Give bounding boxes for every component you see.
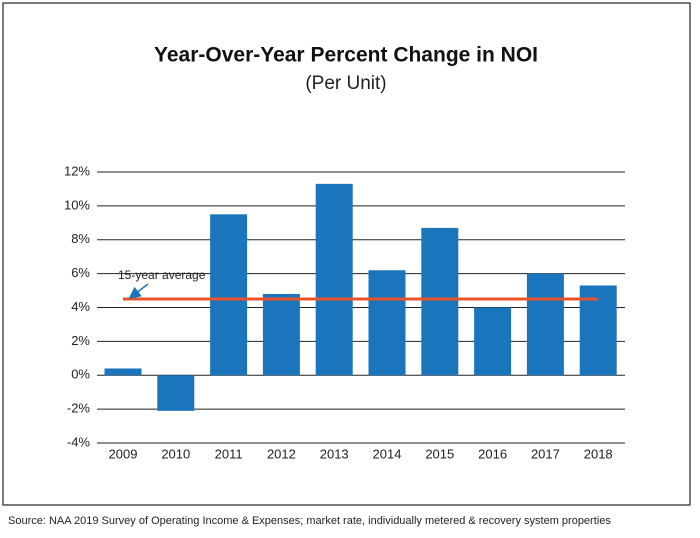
y-tick-label: 10%	[64, 197, 90, 212]
x-tick-label: 2015	[425, 446, 454, 461]
y-tick-label: 2%	[71, 333, 90, 348]
bar	[421, 227, 459, 376]
source-note: Source: NAA 2019 Survey of Operating Inc…	[8, 515, 611, 527]
y-tick-label: 4%	[71, 299, 90, 314]
bar	[210, 214, 248, 376]
average-arrow	[128, 283, 149, 299]
bar	[526, 273, 564, 376]
x-tick-label: 2010	[161, 446, 190, 461]
y-tick-label: 6%	[71, 265, 90, 280]
x-tick-label: 2018	[584, 446, 613, 461]
bar	[368, 270, 406, 376]
x-tick-label: 2017	[531, 446, 560, 461]
x-tick-label: 2012	[267, 446, 296, 461]
frame	[2, 2, 691, 506]
x-tick-label: 2016	[478, 446, 507, 461]
y-tick-label: -2%	[67, 401, 91, 416]
x-tick-label: 2011	[215, 446, 243, 461]
y-tick-label: 0%	[71, 367, 90, 382]
y-tick-label: 8%	[71, 231, 90, 246]
bar	[315, 183, 353, 376]
x-tick-label: 2013	[320, 446, 349, 461]
x-tick-label: 2009	[109, 446, 138, 461]
bar	[262, 293, 300, 376]
chart-title: Year-Over-Year Percent Change in NOI	[154, 44, 538, 67]
bar	[104, 368, 142, 376]
chart-subtitle: (Per Unit)	[305, 73, 386, 94]
y-tick-label: -4%	[67, 434, 91, 449]
bar	[157, 375, 195, 411]
average-label: 15-year average	[118, 268, 206, 282]
y-tick-label: 12%	[64, 163, 90, 178]
bar	[474, 307, 512, 376]
x-tick-label: 2014	[373, 446, 402, 461]
